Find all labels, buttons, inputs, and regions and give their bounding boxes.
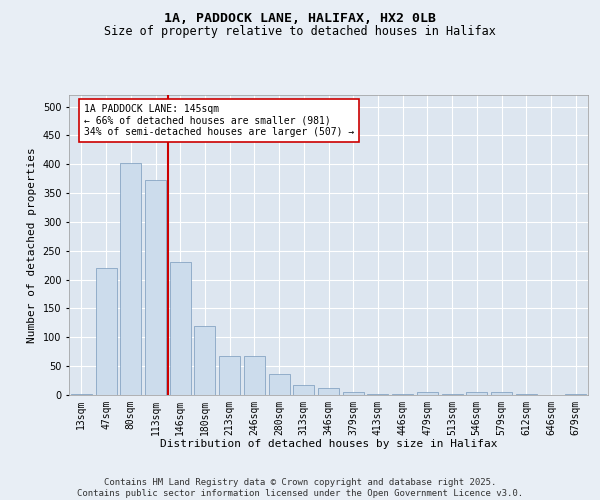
X-axis label: Distribution of detached houses by size in Halifax: Distribution of detached houses by size … [160, 440, 497, 450]
Bar [491, 392, 512, 395]
Bar [244, 356, 265, 395]
Bar [466, 392, 487, 395]
Text: Contains HM Land Registry data © Crown copyright and database right 2025.
Contai: Contains HM Land Registry data © Crown c… [77, 478, 523, 498]
Bar [343, 392, 364, 395]
Text: 1A, PADDOCK LANE, HALIFAX, HX2 0LB: 1A, PADDOCK LANE, HALIFAX, HX2 0LB [164, 12, 436, 26]
Bar [194, 326, 215, 395]
Y-axis label: Number of detached properties: Number of detached properties [27, 147, 37, 343]
Bar [145, 180, 166, 395]
Bar [516, 394, 537, 395]
Bar [269, 374, 290, 395]
Bar [565, 394, 586, 395]
Text: Size of property relative to detached houses in Halifax: Size of property relative to detached ho… [104, 25, 496, 38]
Bar [293, 385, 314, 395]
Bar [120, 162, 141, 395]
Bar [170, 262, 191, 395]
Bar [95, 268, 116, 395]
Text: 1A PADDOCK LANE: 145sqm
← 66% of detached houses are smaller (981)
34% of semi-d: 1A PADDOCK LANE: 145sqm ← 66% of detache… [84, 104, 354, 137]
Bar [367, 394, 388, 395]
Bar [417, 392, 438, 395]
Bar [392, 394, 413, 395]
Bar [442, 394, 463, 395]
Bar [219, 356, 240, 395]
Bar [71, 394, 92, 395]
Bar [318, 388, 339, 395]
